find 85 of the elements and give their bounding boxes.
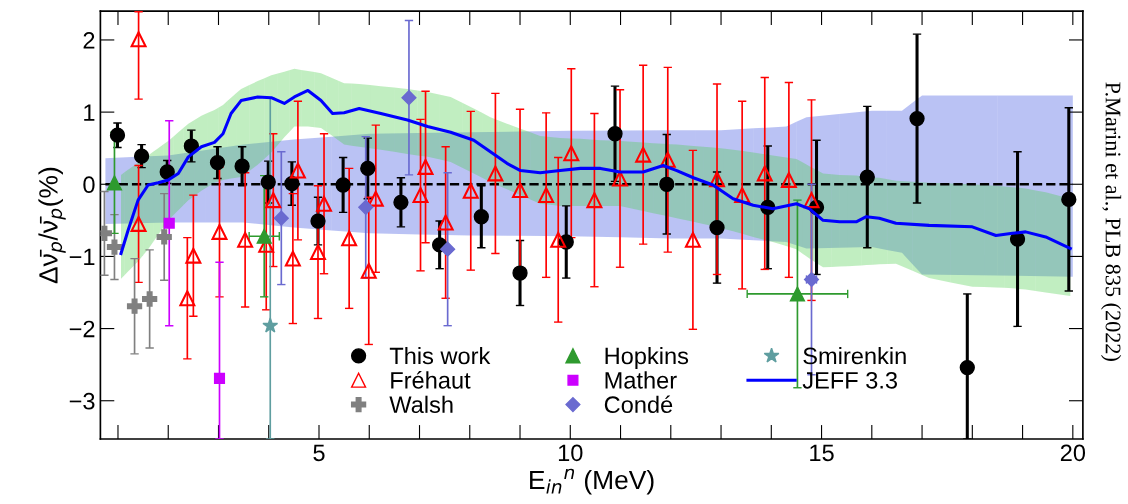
y-axis-title: Δν̄$_{p}$/ν̄$_{p}$(%) xyxy=(38,167,66,284)
point xyxy=(130,31,147,48)
point xyxy=(612,170,629,187)
point xyxy=(709,171,726,188)
y-tick-label: −1 xyxy=(69,248,95,265)
point xyxy=(310,244,326,261)
point xyxy=(284,250,301,267)
point xyxy=(512,182,529,199)
point xyxy=(130,215,147,232)
point xyxy=(959,359,975,376)
point xyxy=(213,372,226,384)
point xyxy=(209,154,226,171)
point xyxy=(909,110,925,127)
point xyxy=(237,231,254,248)
point xyxy=(734,187,751,204)
point xyxy=(789,286,806,302)
point xyxy=(417,158,434,175)
x-tick-label: 15 xyxy=(810,444,834,462)
point xyxy=(659,151,676,168)
point xyxy=(106,239,123,255)
point xyxy=(109,127,126,143)
point xyxy=(335,177,351,193)
legend-label: Fréhaut xyxy=(391,371,471,389)
point xyxy=(262,317,279,333)
point xyxy=(803,192,820,209)
legend-label: Walsh xyxy=(389,395,453,414)
point xyxy=(440,241,456,257)
x-axis-title: E$_{in}$$^{n}$ (MeV) xyxy=(530,468,654,495)
point xyxy=(360,262,377,279)
point xyxy=(126,298,143,314)
point xyxy=(437,214,454,231)
point xyxy=(607,126,623,142)
text: P.Marini et al., PLB 835 (2022) xyxy=(1101,82,1122,361)
point xyxy=(273,210,289,226)
point xyxy=(709,219,725,236)
point xyxy=(635,146,652,163)
point xyxy=(211,223,228,240)
point xyxy=(185,247,202,264)
legend-label: Hopkins xyxy=(605,346,689,369)
point xyxy=(684,231,701,248)
point xyxy=(756,165,773,182)
point xyxy=(159,164,175,180)
point xyxy=(133,148,150,164)
point xyxy=(156,229,172,245)
point xyxy=(260,174,276,190)
legend-label: JEFF 3.3 xyxy=(802,371,898,389)
point xyxy=(341,230,358,247)
point xyxy=(512,265,528,281)
legend-label: This work xyxy=(389,346,491,365)
point xyxy=(487,165,504,182)
point xyxy=(358,199,374,215)
y-tick-label: 0 xyxy=(83,176,95,194)
point xyxy=(393,194,409,210)
point xyxy=(462,182,479,199)
point xyxy=(412,187,429,204)
point xyxy=(360,160,376,177)
point xyxy=(780,171,797,188)
point xyxy=(142,291,158,307)
point xyxy=(289,162,306,179)
point xyxy=(859,169,875,185)
point xyxy=(310,213,326,229)
point xyxy=(659,176,675,192)
legend-label: Condé xyxy=(604,395,673,414)
y-tick-label: −2 xyxy=(69,320,95,338)
y-tick-label: −3 xyxy=(69,392,95,410)
point xyxy=(234,158,250,174)
x-tick-label: 10 xyxy=(558,444,583,462)
point xyxy=(586,192,603,209)
y-tick-label: 2 xyxy=(83,32,95,49)
point xyxy=(163,217,175,229)
x-tick-label: 20 xyxy=(1060,444,1086,462)
point xyxy=(265,192,282,209)
x-tick-label: 5 xyxy=(313,444,325,462)
point xyxy=(538,187,555,204)
point xyxy=(367,190,384,207)
point xyxy=(473,209,489,225)
point xyxy=(563,145,580,162)
point xyxy=(401,90,417,106)
point xyxy=(316,195,333,212)
point xyxy=(550,231,567,248)
y-tick-label: 1 xyxy=(84,104,95,121)
legend-label: Mather xyxy=(605,371,677,389)
point xyxy=(179,290,196,307)
point xyxy=(256,228,272,244)
point xyxy=(1061,191,1077,208)
